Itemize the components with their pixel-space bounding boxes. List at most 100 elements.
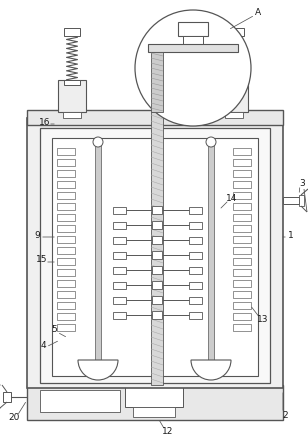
Bar bbox=[57, 192, 75, 199]
Bar bbox=[27, 110, 283, 125]
Text: 5: 5 bbox=[51, 326, 57, 334]
Bar bbox=[58, 80, 86, 112]
Bar bbox=[233, 258, 251, 265]
Bar bbox=[189, 222, 202, 229]
Bar bbox=[151, 52, 163, 112]
Bar bbox=[233, 192, 251, 199]
Bar bbox=[233, 280, 251, 287]
Bar bbox=[233, 236, 251, 243]
Bar bbox=[233, 269, 251, 276]
Bar bbox=[233, 170, 251, 177]
Bar bbox=[57, 302, 75, 309]
Bar bbox=[133, 407, 175, 417]
Bar bbox=[233, 181, 251, 188]
Text: 1: 1 bbox=[288, 230, 294, 240]
Bar bbox=[57, 159, 75, 166]
Bar bbox=[283, 197, 299, 204]
Text: 4: 4 bbox=[40, 341, 46, 350]
Bar bbox=[233, 225, 251, 232]
Text: 12: 12 bbox=[162, 427, 174, 436]
Bar bbox=[178, 22, 208, 36]
Bar bbox=[27, 118, 283, 388]
Bar bbox=[299, 195, 304, 206]
Bar bbox=[113, 252, 126, 259]
Bar bbox=[152, 236, 162, 244]
Bar bbox=[189, 207, 202, 214]
Text: 9: 9 bbox=[34, 230, 40, 240]
Bar bbox=[57, 313, 75, 320]
Bar bbox=[95, 142, 101, 370]
Bar bbox=[189, 312, 202, 319]
Bar bbox=[228, 28, 244, 36]
Circle shape bbox=[135, 10, 251, 126]
Circle shape bbox=[207, 361, 215, 369]
Bar bbox=[57, 247, 75, 254]
Bar bbox=[27, 385, 283, 420]
Text: 16: 16 bbox=[39, 117, 51, 127]
Text: 15: 15 bbox=[36, 256, 48, 264]
Bar bbox=[113, 222, 126, 229]
Bar bbox=[233, 313, 251, 320]
Bar bbox=[233, 291, 251, 298]
Bar bbox=[225, 112, 243, 118]
Bar bbox=[152, 206, 162, 214]
Bar bbox=[57, 214, 75, 221]
Bar bbox=[113, 237, 126, 244]
Text: 2: 2 bbox=[282, 411, 288, 420]
Bar bbox=[152, 296, 162, 304]
Bar bbox=[52, 138, 258, 376]
Bar bbox=[113, 312, 126, 319]
Bar bbox=[152, 311, 162, 319]
Wedge shape bbox=[191, 360, 231, 380]
Bar bbox=[233, 302, 251, 309]
Bar bbox=[151, 112, 163, 385]
Bar bbox=[189, 252, 202, 259]
Bar bbox=[57, 225, 75, 232]
Bar bbox=[57, 258, 75, 265]
Bar bbox=[57, 170, 75, 177]
Bar bbox=[233, 247, 251, 254]
Text: A: A bbox=[255, 8, 261, 16]
Bar bbox=[57, 291, 75, 298]
Bar bbox=[233, 324, 251, 331]
Bar bbox=[152, 266, 162, 274]
Bar bbox=[40, 128, 270, 383]
Bar bbox=[152, 221, 162, 229]
Text: 20: 20 bbox=[8, 413, 20, 423]
Bar bbox=[57, 181, 75, 188]
Bar bbox=[57, 148, 75, 155]
Bar bbox=[233, 148, 251, 155]
Circle shape bbox=[206, 137, 216, 147]
Bar bbox=[63, 112, 81, 118]
Bar bbox=[189, 282, 202, 289]
Bar bbox=[113, 207, 126, 214]
Wedge shape bbox=[78, 360, 118, 380]
Bar bbox=[189, 237, 202, 244]
Bar bbox=[40, 390, 120, 412]
Bar bbox=[220, 80, 248, 112]
Text: 13: 13 bbox=[257, 315, 269, 325]
Circle shape bbox=[94, 361, 102, 369]
Bar bbox=[189, 267, 202, 274]
Bar bbox=[152, 281, 162, 289]
Bar bbox=[148, 44, 238, 52]
Text: 3: 3 bbox=[299, 179, 305, 187]
Bar bbox=[152, 251, 162, 259]
Bar bbox=[183, 36, 203, 44]
Bar bbox=[64, 80, 80, 85]
Bar bbox=[233, 203, 251, 210]
Bar bbox=[64, 28, 80, 36]
Bar bbox=[208, 142, 214, 370]
Bar bbox=[125, 387, 183, 407]
Bar bbox=[57, 269, 75, 276]
Bar bbox=[233, 214, 251, 221]
Bar bbox=[228, 80, 244, 85]
Bar bbox=[3, 392, 11, 402]
Bar bbox=[233, 159, 251, 166]
Bar bbox=[57, 280, 75, 287]
Bar bbox=[113, 267, 126, 274]
Bar bbox=[113, 297, 126, 304]
Text: 14: 14 bbox=[226, 194, 238, 202]
Bar bbox=[113, 282, 126, 289]
Bar bbox=[57, 236, 75, 243]
